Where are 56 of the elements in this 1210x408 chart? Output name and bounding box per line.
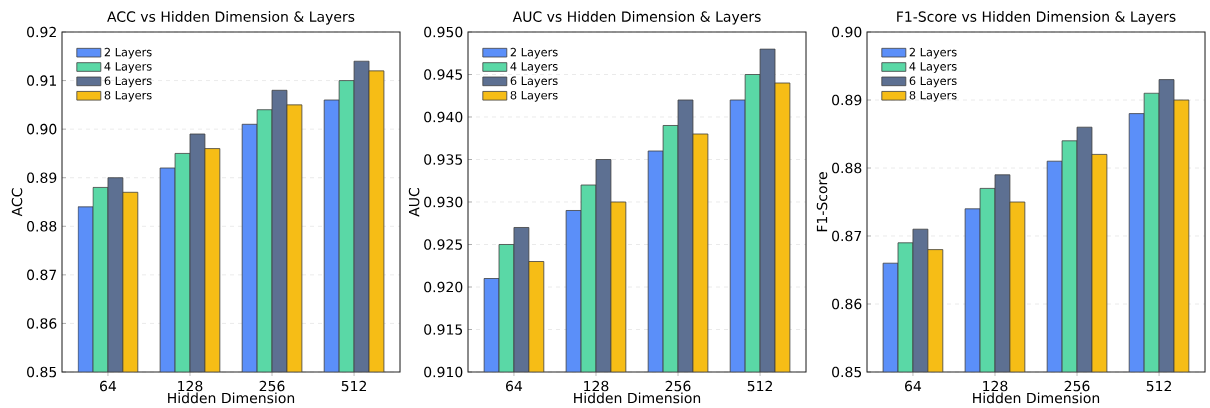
legend-label: 2 Layers [909,47,957,59]
legend-label: 2 Layers [104,47,152,59]
y-tick-label: 0.940 [424,111,463,123]
y-tick-label: 0.88 [832,162,862,174]
x-tick-label: 64 [100,380,117,392]
y-tick-label: 0.925 [424,239,463,250]
y-axis-title: F1-Score [816,172,828,232]
y-tick-label: 0.935 [424,154,463,165]
x-tick-label: 256 [665,380,691,392]
y-tick-label: 0.85 [832,366,862,378]
y-tick-label: 0.87 [27,269,57,281]
y-tick-label: 0.915 [424,324,463,335]
y-axis-title: ACC [11,188,23,217]
x-tick-label: 64 [506,380,523,392]
legend-label: 4 Layers [909,62,957,73]
legend-label: 2 Layers [510,47,558,59]
y-tick-label: 0.89 [27,172,57,183]
y-tick-label: 0.87 [832,230,862,242]
y-tick-label: 0.930 [424,196,463,208]
legend-label: 6 Layers [510,76,558,88]
x-axis-title: Hidden Dimension [973,392,1100,404]
x-axis-title: Hidden Dimension [168,392,295,404]
legend-label: 8 Layers [909,90,957,102]
legend-label: 8 Layers [510,90,558,102]
y-tick-label: 0.86 [832,298,862,310]
y-tick-label: 0.85 [27,366,57,378]
legend-label: 4 Layers [510,62,558,73]
y-tick-label: 0.945 [424,69,463,80]
x-tick-label: 128 [584,380,609,392]
x-tick-label: 128 [983,380,1008,392]
x-tick-label: 512 [1146,380,1172,392]
legend-label: 6 Layers [909,76,957,88]
x-tick-label: 64 [905,380,922,392]
y-tick-label: 0.92 [27,26,56,38]
x-axis-title: Hidden Dimension [574,392,701,404]
x-tick-label: 128 [178,380,203,392]
y-tick-label: 0.90 [832,26,862,38]
chart-title: ACC vs Hidden Dimension & Layers [107,11,355,25]
x-tick-label: 512 [341,380,367,392]
legend-label: 4 Layers [104,62,152,73]
x-tick-label: 256 [1064,380,1090,392]
y-tick-label: 0.920 [424,281,463,293]
legend-label: 8 Layers [104,90,152,102]
y-tick-label: 0.90 [27,123,57,135]
y-tick-label: 0.89 [832,94,862,106]
chart-title: F1-Score vs Hidden Dimension & Layers [897,11,1176,25]
x-tick-label: 256 [259,380,285,392]
y-tick-label: 0.910 [424,366,463,378]
legend-label: 6 Layers [104,76,152,88]
y-tick-label: 0.88 [27,220,57,232]
x-tick-label: 512 [747,380,773,392]
y-axis-title: AUC [408,187,420,217]
y-tick-label: 0.91 [27,75,56,86]
chart-title: AUC vs Hidden Dimension & Layers [512,11,761,25]
y-tick-label: 0.86 [27,318,57,329]
y-tick-label: 0.950 [424,26,463,38]
